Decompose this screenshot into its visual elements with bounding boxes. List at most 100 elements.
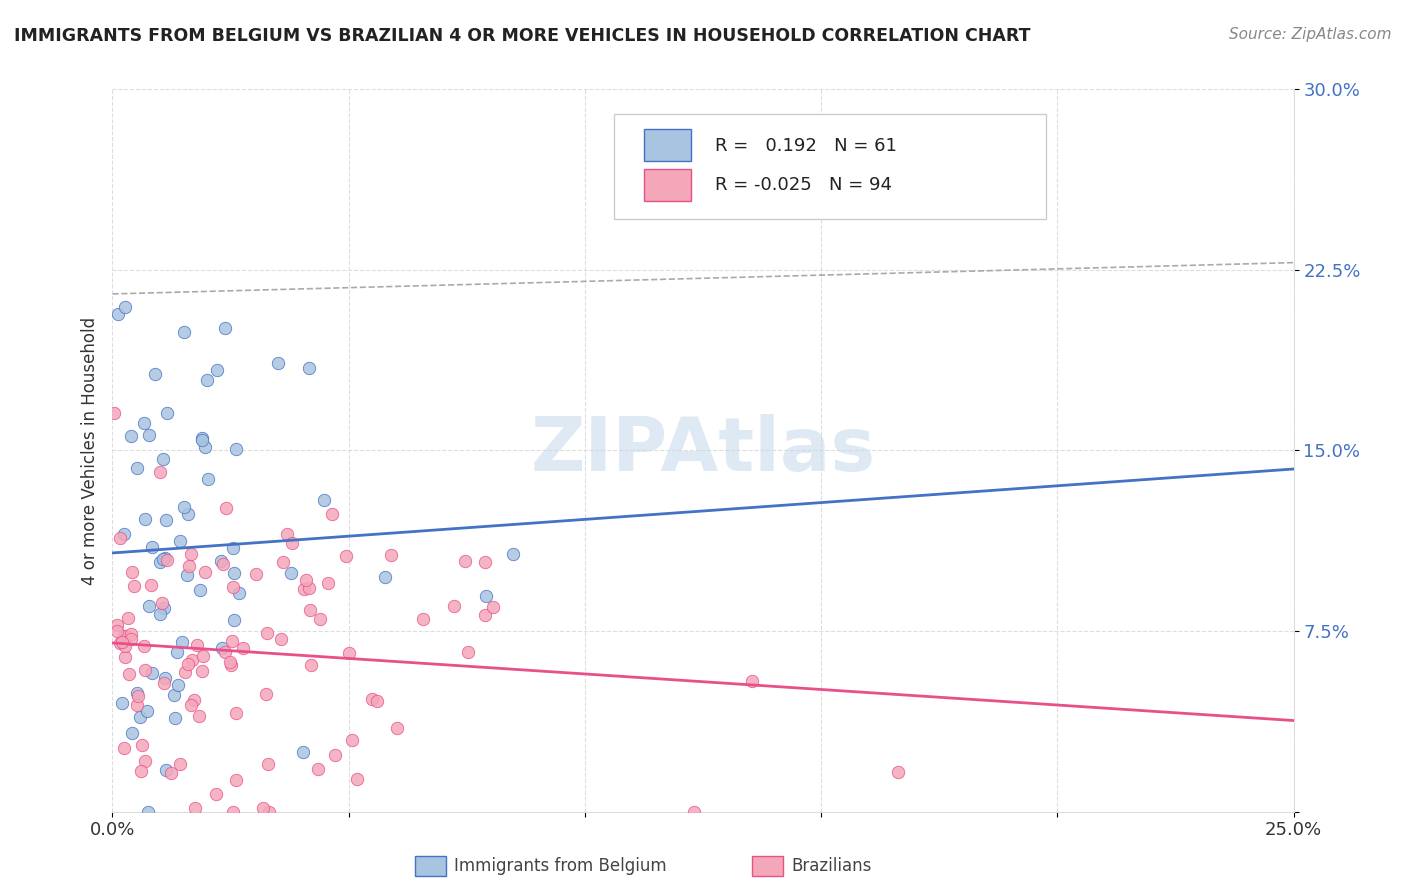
- Point: [340, 733, 363, 747]
- Point: [139, 578, 162, 592]
- Point: [117, 610, 139, 624]
- Point: [173, 665, 195, 680]
- Point: [173, 326, 195, 340]
- Point: [152, 451, 174, 466]
- Point: [366, 694, 388, 708]
- Point: [412, 612, 434, 626]
- Y-axis label: 4 or more Vehicles in Household: 4 or more Vehicles in Household: [80, 317, 98, 584]
- Point: [105, 618, 128, 632]
- Point: [295, 574, 318, 588]
- Point: [291, 745, 314, 759]
- Point: [374, 570, 396, 584]
- Point: [270, 632, 292, 647]
- Point: [316, 576, 339, 591]
- Point: [454, 554, 477, 568]
- Point: [163, 688, 186, 702]
- Point: [254, 687, 277, 701]
- Point: [134, 639, 156, 653]
- Point: [245, 566, 267, 581]
- Point: [475, 589, 498, 603]
- Point: [120, 627, 142, 641]
- Point: [155, 513, 177, 527]
- Point: [112, 629, 135, 643]
- Point: [271, 555, 294, 569]
- Point: [138, 599, 160, 614]
- Point: [222, 805, 245, 819]
- Point: [214, 644, 236, 658]
- Point: [152, 552, 174, 566]
- Text: ZIPAtlas: ZIPAtlas: [530, 414, 876, 487]
- Point: [118, 667, 141, 681]
- Point: [120, 429, 142, 443]
- Point: [443, 599, 465, 613]
- Point: [360, 691, 382, 706]
- Point: [298, 360, 321, 375]
- Point: [221, 541, 243, 555]
- Point: [184, 801, 207, 815]
- Text: IMMIGRANTS FROM BELGIUM VS BRAZILIAN 4 OR MORE VEHICLES IN HOUSEHOLD CORRELATION: IMMIGRANTS FROM BELGIUM VS BRAZILIAN 4 O…: [14, 27, 1031, 45]
- Point: [186, 638, 208, 652]
- Point: [211, 640, 233, 655]
- Point: [127, 689, 149, 703]
- Point: [115, 628, 138, 642]
- Point: [474, 555, 496, 569]
- Point: [190, 431, 212, 445]
- Point: [176, 657, 198, 672]
- Point: [180, 698, 202, 713]
- FancyBboxPatch shape: [614, 114, 1046, 219]
- Point: [134, 416, 156, 430]
- Point: [683, 805, 706, 819]
- Point: [125, 460, 148, 475]
- Point: [110, 697, 132, 711]
- Point: [323, 747, 346, 762]
- Point: [176, 568, 198, 582]
- Point: [138, 427, 160, 442]
- Point: [129, 764, 152, 779]
- Point: [228, 586, 250, 600]
- Point: [380, 548, 402, 562]
- Point: [169, 533, 191, 548]
- Point: [224, 613, 246, 627]
- Point: [225, 706, 247, 721]
- Point: [197, 472, 219, 486]
- Point: [127, 698, 149, 712]
- Point: [252, 800, 274, 814]
- Point: [482, 600, 505, 615]
- Point: [114, 649, 136, 664]
- Point: [180, 548, 202, 562]
- Point: [281, 536, 304, 550]
- Point: [134, 663, 156, 677]
- Point: [194, 440, 217, 454]
- Point: [114, 640, 136, 654]
- FancyBboxPatch shape: [644, 129, 692, 161]
- Point: [256, 756, 278, 771]
- Point: [218, 656, 240, 670]
- Point: [122, 579, 145, 593]
- Point: [131, 738, 153, 752]
- Point: [153, 600, 176, 615]
- Point: [112, 527, 135, 541]
- Point: [105, 624, 128, 638]
- Point: [205, 363, 228, 377]
- Point: [193, 648, 215, 663]
- Point: [108, 636, 131, 650]
- Point: [299, 657, 322, 672]
- Point: [156, 553, 179, 567]
- Point: [225, 442, 247, 456]
- Point: [294, 582, 316, 597]
- Point: [153, 550, 176, 565]
- Point: [309, 612, 332, 626]
- Point: [212, 557, 235, 571]
- Point: [149, 607, 172, 621]
- Point: [108, 531, 131, 545]
- Point: [166, 645, 188, 659]
- Point: [125, 686, 148, 700]
- Point: [156, 406, 179, 420]
- Point: [215, 500, 238, 515]
- Point: [134, 754, 156, 768]
- Point: [346, 772, 368, 786]
- Text: Source: ZipAtlas.com: Source: ZipAtlas.com: [1229, 27, 1392, 42]
- Point: [169, 756, 191, 771]
- Point: [148, 555, 170, 569]
- Point: [502, 548, 524, 562]
